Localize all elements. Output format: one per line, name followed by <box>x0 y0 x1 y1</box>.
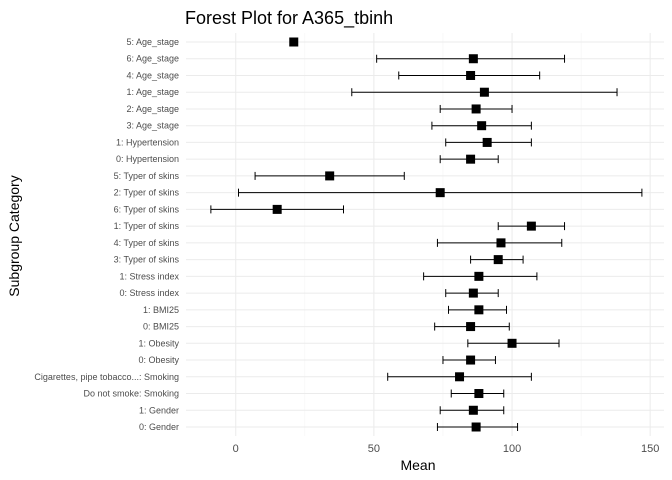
y-tick-label: 0: Obesity <box>138 355 179 365</box>
y-tick-label: Cigarettes, pipe tobacco...: Smoking <box>34 372 179 382</box>
y-axis-title: Subgroup Category <box>6 175 22 296</box>
x-tick-labels: 0 50 100 150 <box>233 443 660 455</box>
mean-point <box>325 171 335 181</box>
mean-point <box>466 322 476 332</box>
y-tick-label: 1: Gender <box>139 405 179 415</box>
mean-point <box>468 54 478 64</box>
y-tick-label: 3: Typer of skins <box>114 255 180 265</box>
x-tick-label: 100 <box>503 443 521 455</box>
x-tick-label: 0 <box>233 443 239 455</box>
y-tick-label: 6: Age_stage <box>126 54 179 64</box>
y-tick-label: 1: Stress index <box>119 271 179 281</box>
mean-point <box>477 121 487 131</box>
mean-point <box>479 87 489 97</box>
mean-point <box>289 37 299 47</box>
y-tick-label: 0: Stress index <box>119 288 179 298</box>
x-axis-title: Mean <box>400 457 435 473</box>
y-tick-label: 1: Obesity <box>138 338 179 348</box>
y-tick-label: 5: Age_stage <box>126 37 179 47</box>
mean-point <box>466 70 476 80</box>
y-tick-label: 3: Age_stage <box>126 121 179 131</box>
y-tick-label: 4: Typer of skins <box>114 238 180 248</box>
y-tick-label: Do not smoke: Smoking <box>83 389 179 399</box>
y-tick-label: 1: Hypertension <box>116 137 179 147</box>
mean-point <box>474 271 484 281</box>
mean-point <box>471 104 481 114</box>
y-tick-labels: 5: Age_stage 6: Age_stage 4: Age_stage 1: A… <box>34 37 179 432</box>
mean-point <box>468 288 478 298</box>
y-tick-label: 1: Typer of skins <box>114 221 180 231</box>
y-tick-label: 0: Gender <box>139 422 179 432</box>
mean-point <box>466 355 476 365</box>
y-tick-label: 2: Typer of skins <box>114 188 180 198</box>
mean-point <box>435 188 445 198</box>
y-tick-label: 2: Age_stage <box>126 104 179 114</box>
y-tick-label: 1: Age_stage <box>126 87 179 97</box>
mean-point <box>493 255 503 265</box>
x-tick-label: 150 <box>641 443 659 455</box>
mean-point <box>496 238 506 248</box>
grid <box>186 33 664 436</box>
x-tick-label: 50 <box>368 443 380 455</box>
y-tick-label: 6: Typer of skins <box>114 204 180 214</box>
chart-title: Forest Plot for A365_tbinh <box>185 8 393 29</box>
mean-point <box>482 137 492 147</box>
y-tick-label: 5: Typer of skins <box>114 171 180 181</box>
mean-point <box>471 422 481 432</box>
y-tick-label: 0: Hypertension <box>116 154 179 164</box>
y-tick-label: 4: Age_stage <box>126 70 179 80</box>
mean-point <box>474 305 484 315</box>
mean-point <box>272 204 282 214</box>
mean-point <box>507 338 517 348</box>
mean-point <box>455 372 465 382</box>
y-tick-label: 0: BMI25 <box>143 322 179 332</box>
y-tick-label: 1: BMI25 <box>143 305 179 315</box>
mean-point <box>526 221 536 231</box>
mean-point <box>468 405 478 415</box>
forest-marks <box>210 37 643 432</box>
mean-point <box>474 389 484 399</box>
mean-point <box>466 154 476 164</box>
